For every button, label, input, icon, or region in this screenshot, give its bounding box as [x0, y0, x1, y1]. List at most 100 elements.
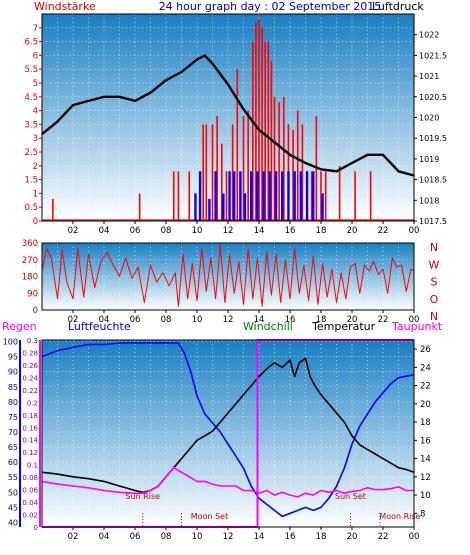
temperature-tick-label: 18	[420, 418, 431, 428]
panel1-right-tick-label: 1020	[419, 114, 439, 123]
rain-tick-label: 0.08	[22, 474, 38, 482]
panel2-x-tick-label: 06	[130, 315, 141, 325]
panel3-x-tick-label: 00	[409, 532, 420, 542]
panel3-x-tick-label: 12	[223, 532, 234, 542]
humidity-tick-label: 85	[8, 383, 18, 392]
panel1-left-tick-label: 3	[33, 134, 38, 144]
panel2-left-tick-label: 0	[33, 306, 38, 316]
rain-tick-label: 0.04	[22, 499, 38, 507]
moonrise-annotation: Moon Rise	[379, 512, 420, 521]
panel2-compass-label: N	[430, 241, 438, 254]
panel3-rain-label: Regen	[2, 320, 37, 333]
panel1-x-tick-label: 08	[161, 226, 172, 236]
panel1-x-tick-label: 00	[409, 226, 420, 236]
panel1-left-tick-label: 5	[33, 79, 38, 89]
panel2-x-tick-label: 08	[161, 315, 172, 325]
panel3-x-tick-label: 18	[316, 532, 327, 542]
temperature-tick-label: 14	[420, 455, 431, 465]
humidity-tick-label: 70	[8, 428, 18, 437]
panel3-x-tick-label: 08	[161, 532, 172, 542]
humidity-tick-label: 90	[8, 368, 18, 377]
panel3-temperature-label: Temperatur	[311, 320, 376, 333]
panel2-x-tick-label: 04	[99, 315, 110, 325]
panel2-plot-area	[42, 243, 414, 310]
panel2-left-tick-label: 180	[22, 273, 38, 283]
panel2-left-tick-label: 360	[22, 239, 38, 249]
humidity-tick-label: 55	[8, 473, 18, 482]
temperature-tick-label: 12	[420, 473, 431, 483]
rain-tick-label: 0.02	[22, 512, 38, 520]
panel1-x-tick-label: 10	[192, 226, 203, 236]
rain-tick-label: 0.28	[22, 349, 38, 357]
panel1-left-tick-label: 5.5	[24, 65, 38, 75]
humidity-tick-label: 45	[8, 503, 18, 512]
panel1-x-tick-label: 22	[378, 226, 389, 236]
panel1-x-tick-label: 12	[223, 226, 234, 236]
panel1-x-tick-label: 04	[99, 226, 110, 236]
panel2-x-tick-label: 18	[316, 315, 327, 325]
rain-tick-label: 0.14	[22, 437, 38, 445]
dewpoint-line	[41, 466, 414, 498]
humidity-tick-label: 75	[8, 413, 18, 422]
panel2-x-tick-label: 00	[409, 315, 420, 325]
panel2-compass-label: S	[431, 276, 438, 289]
rain-tick-label: 0.2	[27, 399, 38, 407]
rain-tick-label: 0.18	[22, 412, 38, 420]
panel1-left-tick-label: 4.5	[24, 93, 38, 103]
temperature-tick-label: 10	[420, 491, 431, 501]
temperature-tick-label: 20	[420, 400, 431, 410]
panel1-right-tick-label: 1022	[419, 31, 439, 40]
panel1-left-tick-label: 6.5	[24, 38, 38, 48]
humidity-tick-label: 40	[8, 518, 18, 527]
panel3-x-tick-label: 16	[285, 532, 296, 542]
panel3-frame	[41, 339, 415, 528]
humidity-tick-label: 80	[8, 398, 18, 407]
panel1-x-tick-label: 06	[130, 226, 141, 236]
rain-tick-label: 0.16	[22, 424, 38, 432]
rain-tick-label: 0.26	[22, 362, 38, 370]
panel1-left-tick-label: 3.5	[24, 120, 38, 130]
rain-tick-label: 0	[34, 524, 38, 532]
temperature-tick-label: 8	[420, 509, 425, 519]
rain-tick-label: 0.24	[22, 374, 38, 382]
panel2-left-tick-label: 270	[22, 256, 38, 266]
panel2-frame	[41, 242, 415, 311]
panel1-frame	[41, 13, 415, 222]
panel2-compass-label: O	[430, 293, 439, 306]
panel2-left-tick-label: 90	[27, 289, 38, 299]
panel1-right-tick-label: 1020.5	[419, 93, 447, 102]
panel1-right-tick-label: 1018	[419, 196, 439, 205]
panel1-x-tick-label: 14	[254, 226, 265, 236]
humidity-tick-label: 95	[8, 353, 18, 362]
panel1-left-title: Windstärke	[34, 0, 96, 13]
panel3-x-tick-label: 14	[254, 532, 265, 542]
temperature-tick-label: 26	[420, 345, 431, 355]
panel1-right-tick-label: 1021	[419, 72, 439, 81]
panel3-plot-area	[42, 340, 414, 527]
panel1-right-tick-label: 1018.5	[419, 176, 447, 185]
temperature-tick-label: 24	[420, 363, 431, 373]
rain-tick-label: 0.12	[22, 449, 38, 457]
wind-direction-line	[41, 244, 415, 307]
panel1-left-tick-label: 0	[33, 217, 38, 227]
panel1-right-title: Luftdruck	[372, 0, 424, 13]
panel3-x-tick-label: 22	[378, 532, 389, 542]
panel1-left-tick-label: 1	[33, 189, 38, 199]
rain-tick-label: 0.3	[27, 337, 38, 345]
panel1-right-tick-label: 1021.5	[419, 51, 447, 60]
temperature-tick-label: 16	[420, 436, 431, 446]
panel1-x-tick-label: 16	[285, 226, 296, 236]
panel1-left-tick-label: 2	[33, 162, 38, 172]
panel3-x-tick-label: 02	[68, 532, 79, 542]
panel2-x-tick-label: 12	[223, 315, 234, 325]
sunset-annotation: Sun Set	[335, 492, 366, 501]
panel1-left-tick-label: 4	[33, 107, 38, 117]
panel1-plot-area	[42, 14, 414, 221]
panel1-right-tick-label: 1019.5	[419, 134, 447, 143]
panel2-x-tick-label: 02	[68, 315, 79, 325]
panel2-compass-label: W	[429, 258, 440, 271]
rain-tick-label: 0.22	[22, 387, 38, 395]
panel1-main-title: 24 hour graph day : 02 September 2015	[159, 0, 382, 13]
